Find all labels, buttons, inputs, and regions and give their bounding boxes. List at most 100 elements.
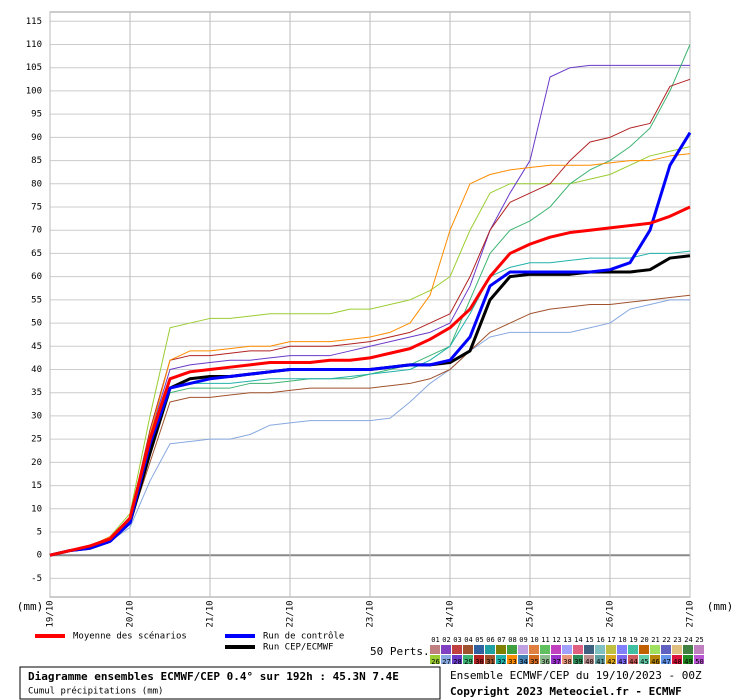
member-swatch (518, 655, 528, 664)
member-label: 30 (475, 658, 483, 666)
series-line (49, 205, 691, 557)
footer-box (19, 666, 441, 700)
y-tick-label: 95 (31, 110, 42, 120)
y-tick-label: 15 (31, 481, 42, 491)
y-tick-label: 0 (37, 551, 42, 561)
member-swatch (441, 655, 451, 664)
member-swatch (617, 655, 627, 664)
member-label: 11 (541, 636, 549, 644)
member-label: 27 (442, 658, 450, 666)
member-label: 42 (607, 658, 615, 666)
member-label: 38 (563, 658, 571, 666)
perturbation-line (49, 294, 691, 556)
member-label: 31 (486, 658, 494, 666)
member-label: 05 (475, 636, 483, 644)
member-swatch (595, 655, 605, 664)
member-label: 35 (530, 658, 538, 666)
member-swatch (617, 645, 627, 654)
y-tick-label: 115 (26, 17, 42, 27)
member-swatch (606, 655, 616, 664)
perts-label: 50 Perts. (370, 645, 430, 658)
member-swatch (496, 645, 506, 654)
member-swatch (507, 645, 517, 654)
y-tick-label: 55 (31, 295, 42, 305)
y-tick-label: 60 (31, 272, 42, 282)
member-swatch (452, 645, 462, 654)
y-tick-label: 110 (26, 40, 42, 50)
y-tick-label: 5 (37, 528, 42, 538)
perturbation-line (49, 299, 690, 556)
y-tick-label: 80 (31, 179, 42, 189)
y-tick-label: 45 (31, 342, 42, 352)
member-swatch (463, 645, 473, 654)
member-label: 46 (651, 658, 659, 666)
member-label: 14 (574, 636, 582, 644)
member-swatch (639, 655, 649, 664)
member-swatch (485, 645, 495, 654)
member-label: 01 (431, 636, 439, 644)
member-swatch (463, 655, 473, 664)
member-label: 19 (629, 636, 637, 644)
member-label: 07 (497, 636, 505, 644)
member-swatch (430, 645, 440, 654)
y-tick-label: 20 (31, 458, 42, 468)
x-tick-label: 25/10 (526, 600, 536, 627)
member-swatch (683, 655, 693, 664)
y-tick-label: 105 (26, 63, 42, 73)
x-tick-label: 19/10 (46, 600, 56, 627)
member-swatch (485, 655, 495, 664)
member-label: 32 (497, 658, 505, 666)
member-label: 08 (508, 636, 516, 644)
member-swatch (639, 645, 649, 654)
y-tick-label: 30 (31, 411, 42, 421)
y-tick-label: 90 (31, 133, 42, 143)
member-swatch (584, 645, 594, 654)
x-tick-label: 21/10 (206, 600, 216, 627)
member-swatch (529, 655, 539, 664)
y-tick-label: 10 (31, 504, 42, 514)
run-info: Ensemble ECMWF/CEP du 19/10/2023 - 00Z (450, 669, 702, 682)
member-swatch (672, 655, 682, 664)
member-swatch (694, 655, 704, 664)
member-label: 45 (640, 658, 648, 666)
y-unit-right: (mm) (707, 600, 734, 613)
member-label: 02 (442, 636, 450, 644)
y-tick-label: 100 (26, 86, 42, 96)
footer-subtitle: Cumul précipitations (mm) (28, 686, 163, 697)
member-swatch (496, 655, 506, 664)
x-tick-label: 20/10 (126, 600, 136, 627)
member-label: 26 (431, 658, 439, 666)
member-swatch (694, 645, 704, 654)
member-swatch (562, 655, 572, 664)
member-swatch (573, 645, 583, 654)
member-label: 39 (574, 658, 582, 666)
member-label: 36 (541, 658, 549, 666)
member-swatch (628, 645, 638, 654)
member-swatch (628, 655, 638, 664)
member-label: 41 (596, 658, 604, 666)
y-tick-label: 25 (31, 435, 42, 445)
member-label: 12 (552, 636, 560, 644)
member-label: 47 (662, 658, 670, 666)
member-label: 33 (508, 658, 516, 666)
member-label: 25 (695, 636, 703, 644)
footer-title: Diagramme ensembles ECMWF/CEP 0.4° sur 1… (28, 670, 399, 683)
member-label: 34 (519, 658, 527, 666)
member-swatch (529, 645, 539, 654)
member-label: 18 (618, 636, 626, 644)
member-label: 48 (673, 658, 681, 666)
perturbation-line (49, 78, 691, 556)
member-label: 21 (651, 636, 659, 644)
y-tick-label: 70 (31, 226, 42, 236)
member-swatch (584, 655, 594, 664)
y-unit-left: (mm) (17, 600, 44, 613)
member-label: 06 (486, 636, 494, 644)
member-label: 29 (464, 658, 472, 666)
member-swatch (650, 645, 660, 654)
y-tick-label: 35 (31, 388, 42, 398)
member-swatch (430, 655, 440, 664)
member-swatch (551, 645, 561, 654)
member-swatch (606, 645, 616, 654)
y-tick-label: 40 (31, 365, 42, 375)
